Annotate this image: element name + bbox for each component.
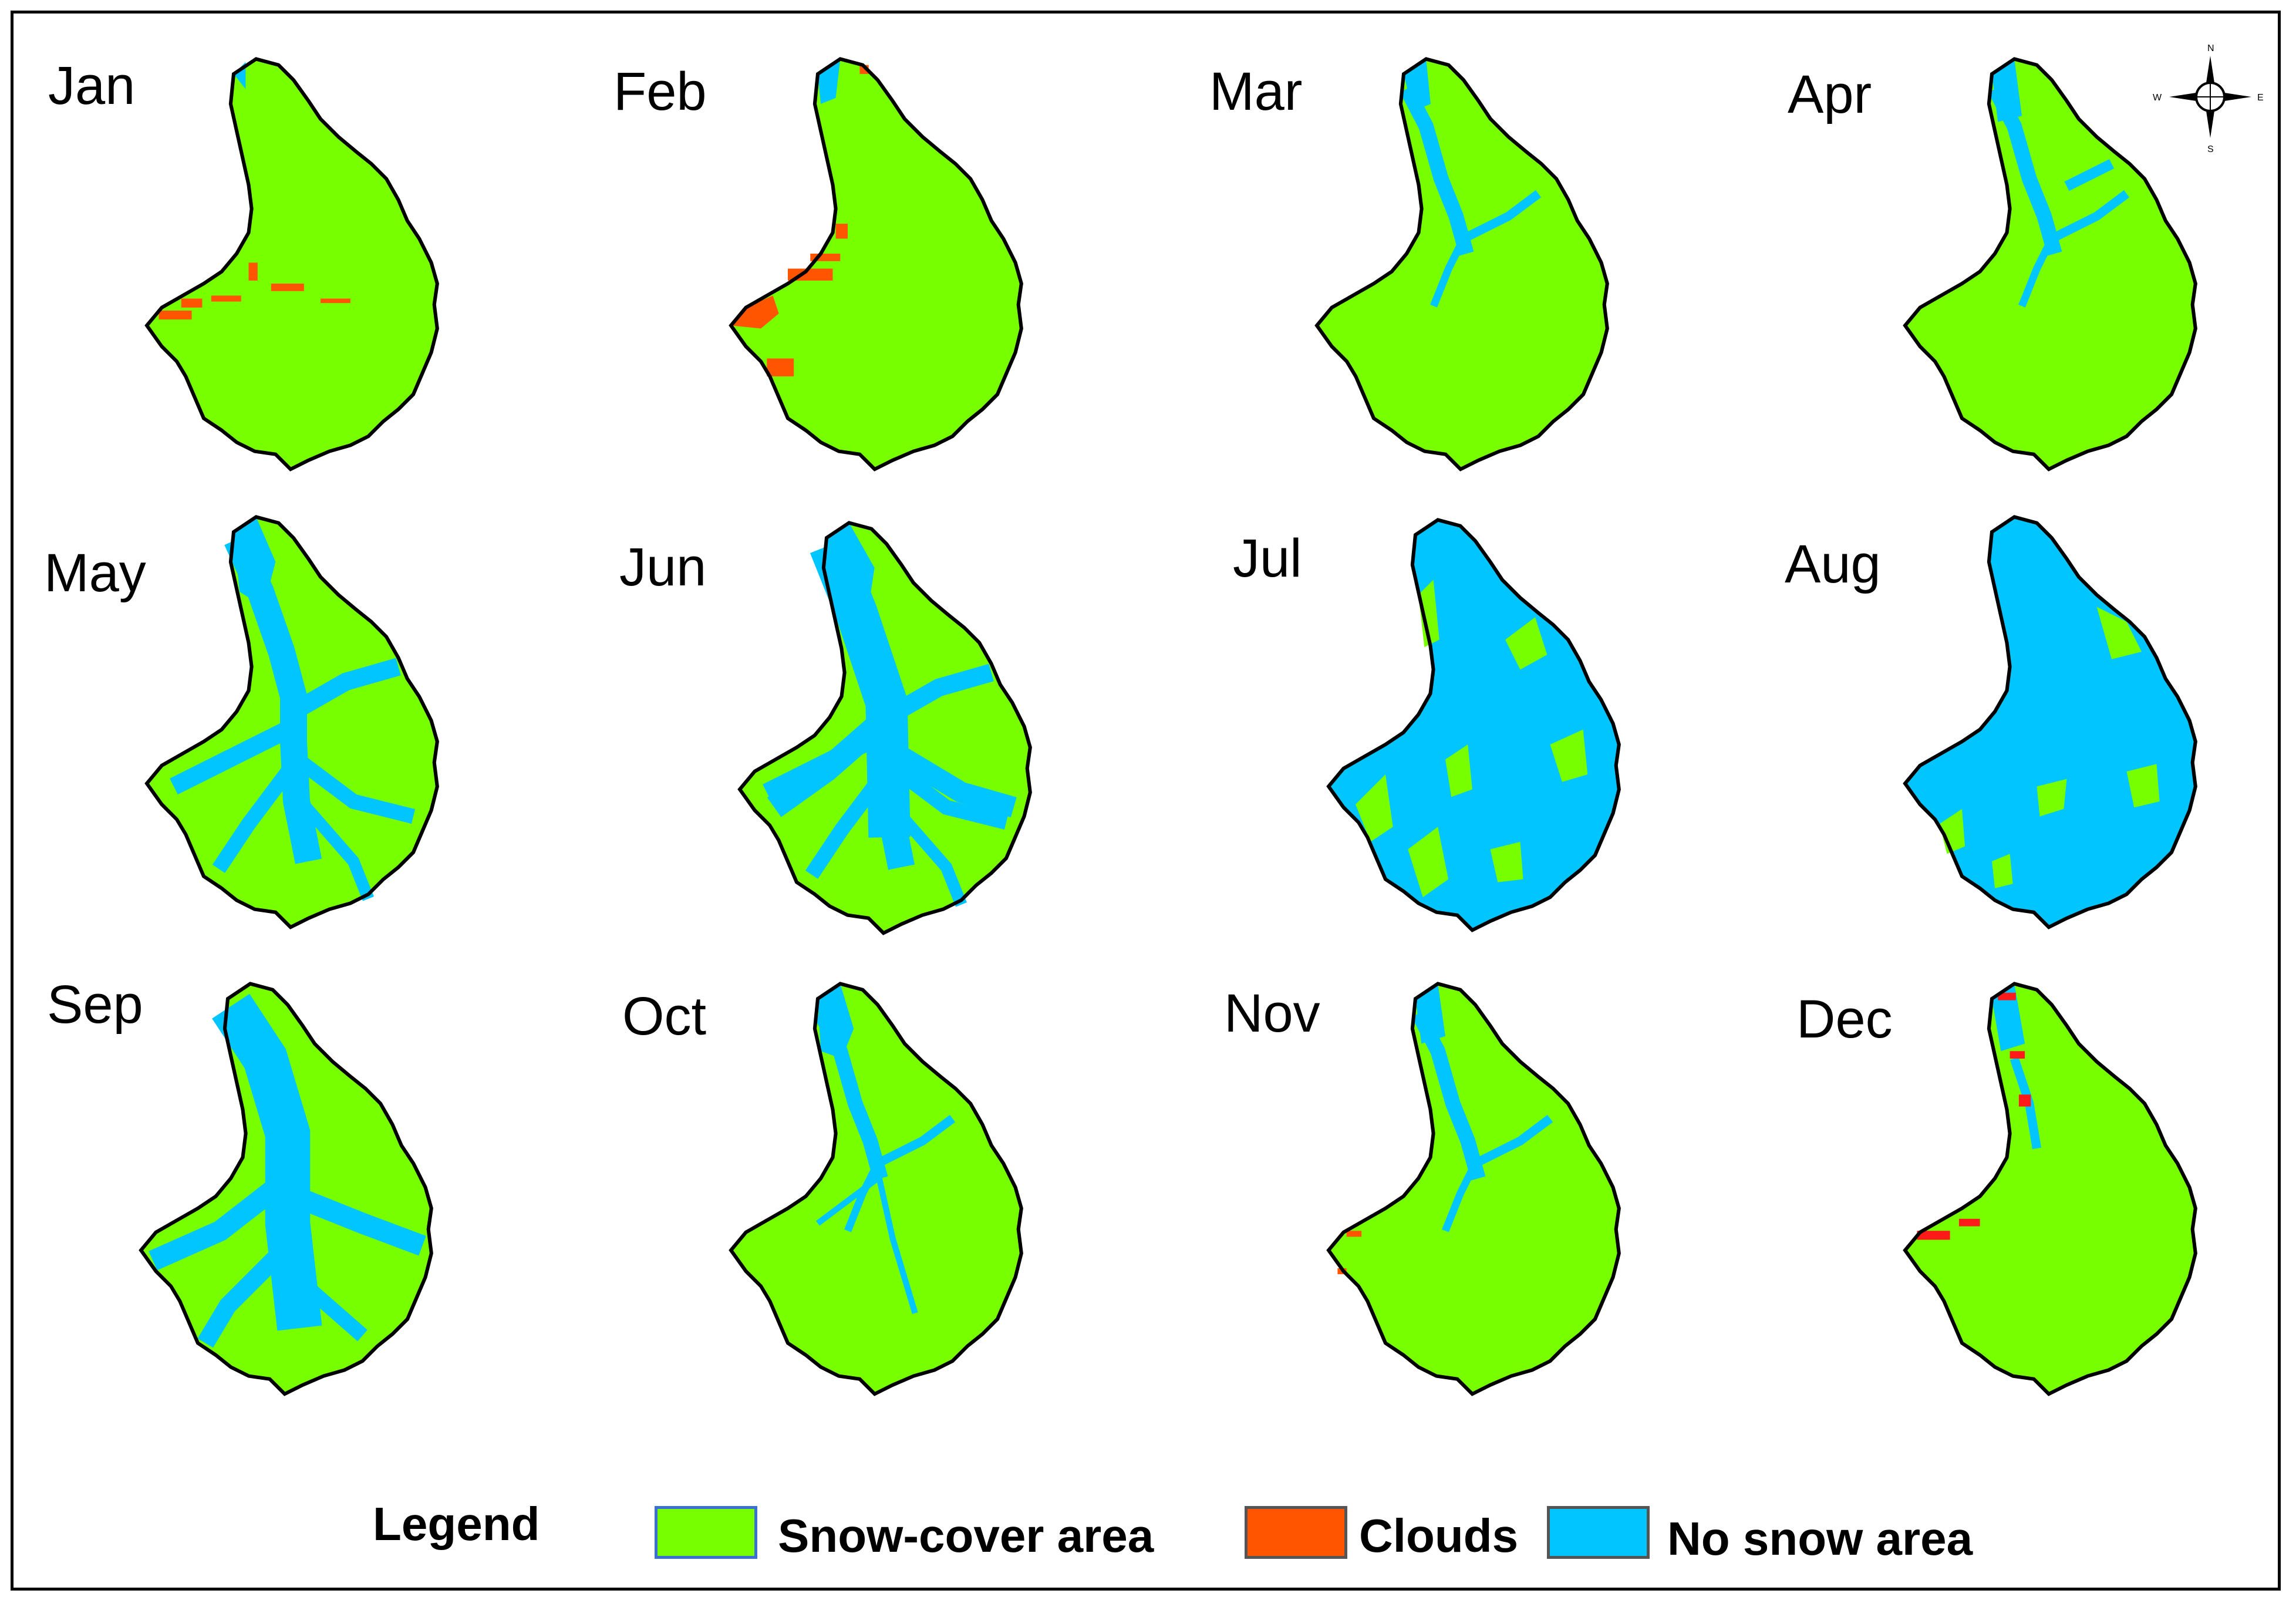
month-label-nov: Nov: [1224, 983, 1320, 1043]
legend-title: Legend: [373, 1498, 540, 1550]
map-may: [147, 517, 437, 928]
map-aug: [1905, 517, 2196, 928]
month-label-apr: Apr: [1788, 65, 1872, 124]
compass-s: S: [2207, 144, 2214, 154]
month-label-jul: Jul: [1233, 528, 1302, 588]
north-arrow-icon: N S E W: [2153, 43, 2264, 154]
map-mar: [1317, 59, 1607, 470]
month-label-dec: Dec: [1796, 989, 1893, 1049]
month-label-jan: Jan: [48, 56, 136, 116]
month-label-mar: Mar: [1209, 62, 1303, 122]
map-jul: [1329, 520, 1619, 931]
legend-label-clouds: Clouds: [1359, 1510, 1519, 1562]
compass-e: E: [2257, 93, 2264, 103]
legend-label-snow: Snow-cover area: [778, 1510, 1154, 1562]
map-feb: [731, 59, 1021, 470]
map-jan: [147, 59, 437, 470]
legend-swatch-snow: [655, 1506, 757, 1559]
month-label-jun: Jun: [619, 537, 707, 597]
map-nov: [1329, 984, 1619, 1394]
legend-swatch-no-snow: [1547, 1506, 1650, 1559]
map-apr: [1905, 59, 2196, 470]
month-label-may: May: [44, 543, 146, 603]
compass-n: N: [2207, 43, 2214, 53]
month-label-oct: Oct: [622, 986, 707, 1046]
map-jun: [740, 523, 1030, 934]
legend-swatch-clouds: [1245, 1506, 1347, 1559]
map-oct: [731, 984, 1021, 1394]
month-label-feb: Feb: [613, 62, 707, 122]
compass-w: W: [2153, 93, 2162, 103]
map-dec: [1905, 984, 2196, 1394]
legend-label-no-snow: No snow area: [1667, 1512, 1973, 1565]
month-label-sep: Sep: [47, 975, 143, 1035]
month-label-aug: Aug: [1785, 534, 1881, 594]
map-sep: [141, 984, 431, 1394]
